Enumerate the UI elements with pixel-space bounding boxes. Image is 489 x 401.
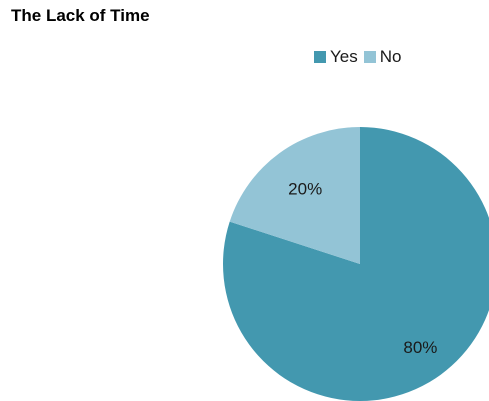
legend-item-yes: Yes <box>314 47 358 67</box>
pie-slice-no <box>229 127 360 264</box>
legend-swatch-yes <box>314 51 326 63</box>
chart-title: The Lack of Time <box>11 6 150 25</box>
slice-label-yes: 80% <box>403 338 437 357</box>
legend-swatch-no <box>363 51 376 63</box>
legend: Yes No <box>314 47 407 67</box>
pie-slice-yes <box>223 127 489 401</box>
legend-item-no: No <box>363 47 402 67</box>
slice-label-no: 20% <box>288 180 322 199</box>
legend-label-no: No <box>379 47 402 66</box>
legend-label-yes: Yes <box>330 47 358 66</box>
